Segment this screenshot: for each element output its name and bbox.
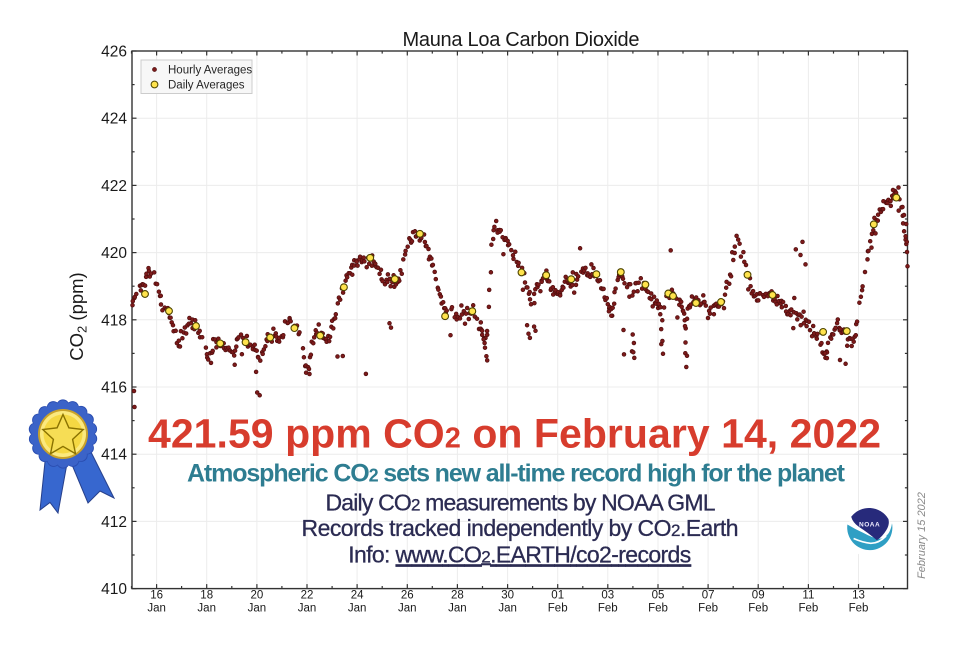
svg-text:Jan: Jan — [147, 603, 166, 615]
svg-text:Records tracked independently: Records tracked independently by CO2.Ear… — [302, 515, 739, 541]
svg-text:CO2 (ppm): CO2 (ppm) — [66, 272, 90, 360]
svg-text:05: 05 — [652, 590, 665, 602]
svg-text:420: 420 — [101, 245, 127, 262]
svg-text:NOAA: NOAA — [859, 522, 880, 529]
svg-text:22: 22 — [301, 590, 314, 602]
svg-text:Jan: Jan — [298, 603, 317, 615]
svg-text:Jan: Jan — [448, 603, 467, 615]
svg-text:Mauna Loa Carbon Dioxide: Mauna Loa Carbon Dioxide — [403, 29, 640, 51]
svg-text:Jan: Jan — [348, 603, 367, 615]
svg-text:03: 03 — [601, 590, 614, 602]
svg-text:24: 24 — [351, 590, 364, 602]
svg-text:418: 418 — [101, 312, 127, 329]
svg-text:Feb: Feb — [648, 603, 668, 615]
svg-text:421.59 ppm CO2 on February 14,: 421.59 ppm CO2 on February 14, 2022 — [148, 411, 881, 457]
svg-text:07: 07 — [702, 590, 715, 602]
svg-text:16: 16 — [150, 590, 163, 602]
svg-text:28: 28 — [451, 590, 464, 602]
svg-text:Jan: Jan — [248, 603, 267, 615]
svg-text:Feb: Feb — [849, 603, 869, 615]
svg-text:412: 412 — [101, 514, 127, 531]
svg-text:Feb: Feb — [598, 603, 618, 615]
svg-text:Jan: Jan — [398, 603, 417, 615]
svg-text:Jan: Jan — [197, 603, 216, 615]
svg-text:416: 416 — [101, 380, 127, 397]
svg-text:26: 26 — [401, 590, 414, 602]
svg-text:Info: www.CO2.EARTH/co2-record: Info: www.CO2.EARTH/co2-records — [348, 541, 691, 567]
svg-text:422: 422 — [101, 178, 127, 195]
svg-text:410: 410 — [101, 581, 127, 598]
svg-text:Daily Averages: Daily Averages — [168, 80, 245, 92]
svg-text:Feb: Feb — [548, 603, 568, 615]
svg-text:01: 01 — [551, 590, 564, 602]
svg-text:Hourly Averages: Hourly Averages — [168, 65, 252, 77]
svg-text:20: 20 — [251, 590, 264, 602]
svg-text:426: 426 — [101, 44, 127, 61]
svg-text:Jan: Jan — [498, 603, 517, 615]
svg-text:424: 424 — [101, 111, 127, 128]
svg-text:09: 09 — [752, 590, 765, 602]
svg-text:Atmospheric CO2 sets new all-t: Atmospheric CO2 sets new all-time record… — [187, 460, 846, 488]
svg-text:414: 414 — [101, 447, 127, 464]
svg-text:18: 18 — [200, 590, 213, 602]
svg-text:February 15 2022: February 15 2022 — [916, 492, 928, 579]
svg-text:13: 13 — [852, 590, 865, 602]
svg-text:Feb: Feb — [798, 603, 818, 615]
svg-text:11: 11 — [802, 590, 814, 602]
svg-text:Daily CO2 measurements by NOAA: Daily CO2 measurements by NOAA GML — [326, 489, 716, 515]
svg-text:30: 30 — [501, 590, 514, 602]
svg-text:Feb: Feb — [698, 603, 718, 615]
svg-text:Feb: Feb — [748, 603, 768, 615]
